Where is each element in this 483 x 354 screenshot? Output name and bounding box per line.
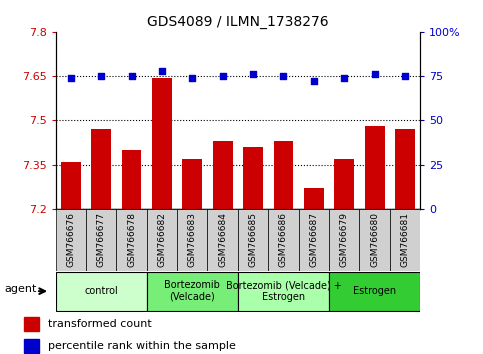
Bar — [359, 209, 390, 271]
Bar — [213, 141, 232, 209]
Text: GSM766680: GSM766680 — [370, 212, 379, 267]
Text: GSM766681: GSM766681 — [400, 212, 410, 267]
Text: Estrogen: Estrogen — [353, 286, 396, 296]
Bar — [56, 209, 86, 271]
Text: percentile rank within the sample: percentile rank within the sample — [48, 341, 235, 351]
Bar — [243, 147, 263, 209]
Text: GSM766686: GSM766686 — [279, 212, 288, 267]
Text: GSM766687: GSM766687 — [309, 212, 318, 267]
Point — [128, 73, 135, 79]
Text: GSM766676: GSM766676 — [66, 212, 75, 267]
Text: GSM766683: GSM766683 — [188, 212, 197, 267]
Bar — [122, 150, 142, 209]
Bar — [183, 159, 202, 209]
Bar — [390, 209, 420, 271]
Point — [67, 75, 74, 81]
Text: GSM766682: GSM766682 — [157, 212, 167, 267]
Bar — [147, 209, 177, 271]
Bar — [329, 272, 420, 311]
Bar — [91, 129, 111, 209]
Text: agent: agent — [4, 284, 37, 294]
Point — [341, 75, 348, 81]
Bar — [238, 209, 268, 271]
Point — [371, 72, 379, 77]
Bar — [24, 339, 39, 353]
Bar — [334, 159, 354, 209]
Bar — [61, 162, 81, 209]
Point — [401, 73, 409, 79]
Text: GSM766678: GSM766678 — [127, 212, 136, 267]
Bar — [56, 272, 147, 311]
Title: GDS4089 / ILMN_1738276: GDS4089 / ILMN_1738276 — [147, 16, 329, 29]
Point — [158, 68, 166, 74]
Bar — [208, 209, 238, 271]
Bar — [365, 126, 384, 209]
Text: GSM766684: GSM766684 — [218, 212, 227, 267]
Bar — [147, 272, 238, 311]
Bar — [116, 209, 147, 271]
Bar — [304, 188, 324, 209]
Text: GSM766677: GSM766677 — [97, 212, 106, 267]
Bar — [177, 209, 208, 271]
Bar — [329, 209, 359, 271]
Bar — [238, 272, 329, 311]
Text: GSM766685: GSM766685 — [249, 212, 257, 267]
Bar — [298, 209, 329, 271]
Bar — [24, 317, 39, 331]
Point — [97, 73, 105, 79]
Point — [280, 73, 287, 79]
Point — [219, 73, 227, 79]
Point — [249, 72, 257, 77]
Bar — [273, 141, 293, 209]
Point — [310, 79, 318, 84]
Bar — [395, 129, 415, 209]
Text: transformed count: transformed count — [48, 319, 151, 329]
Text: GSM766679: GSM766679 — [340, 212, 349, 267]
Bar — [268, 209, 298, 271]
Text: control: control — [84, 286, 118, 296]
Point — [188, 75, 196, 81]
Text: Bortezomib
(Velcade): Bortezomib (Velcade) — [164, 280, 220, 302]
Bar — [152, 78, 172, 209]
Bar — [86, 209, 116, 271]
Text: Bortezomib (Velcade) +
Estrogen: Bortezomib (Velcade) + Estrogen — [226, 280, 341, 302]
